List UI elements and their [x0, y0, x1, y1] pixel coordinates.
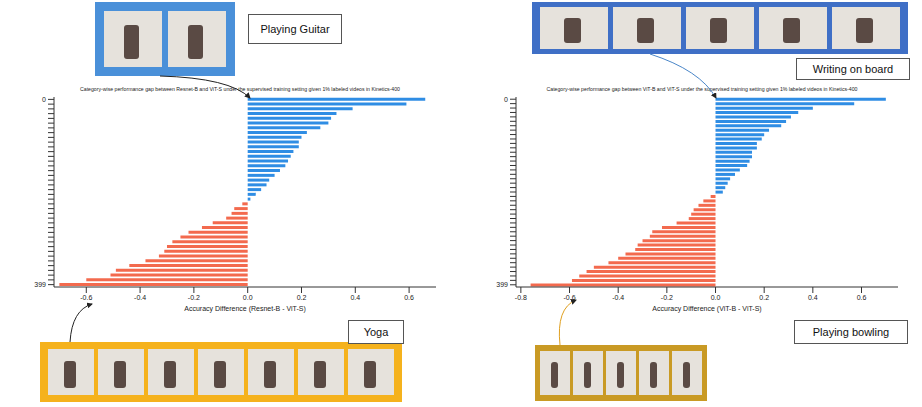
svg-text:0.0: 0.0: [243, 294, 253, 301]
html-text:Playing Guitar: Playing Guitar: [260, 23, 330, 35]
svg-text:0.6: 0.6: [857, 294, 867, 301]
svg-text:0.4: 0.4: [808, 294, 818, 301]
svg-text:Accuracy Difference (ViT-B - V: Accuracy Difference (ViT-B - ViT-S): [652, 305, 761, 313]
html-text:Yoga: Yoga: [363, 326, 389, 338]
svg-text:399: 399: [496, 281, 508, 288]
svg-text:0: 0: [504, 96, 508, 103]
svg-text:-0.4: -0.4: [134, 294, 146, 301]
svg-text:0.6: 0.6: [404, 294, 414, 301]
svg-text:-0.2: -0.2: [188, 294, 200, 301]
svg-text:-0.8: -0.8: [515, 294, 527, 301]
svg-text:Accuracy Difference (Resnet-B: Accuracy Difference (Resnet-B - ViT-S): [184, 305, 306, 313]
html-text:Writing on board: Writing on board: [812, 63, 894, 75]
svg-text:399: 399: [34, 281, 46, 288]
svg-text:-0.6: -0.6: [80, 294, 92, 301]
html-text:Playing bowling: Playing bowling: [812, 326, 890, 338]
html-text:Category-wise performance gap: Category-wise performance gap between Vi…: [546, 86, 858, 92]
svg-text:-0.6: -0.6: [563, 294, 575, 301]
svg-text:-0.4: -0.4: [612, 294, 624, 301]
html-text:Category-wise performance gap: Category-wise performance gap between Re…: [80, 86, 400, 92]
svg-text:0.4: 0.4: [350, 294, 360, 301]
svg-text:0.0: 0.0: [711, 294, 721, 301]
svg-text:0.2: 0.2: [759, 294, 769, 301]
svg-text:0.2: 0.2: [297, 294, 307, 301]
svg-text:-0.2: -0.2: [661, 294, 673, 301]
svg-text:0: 0: [42, 96, 46, 103]
